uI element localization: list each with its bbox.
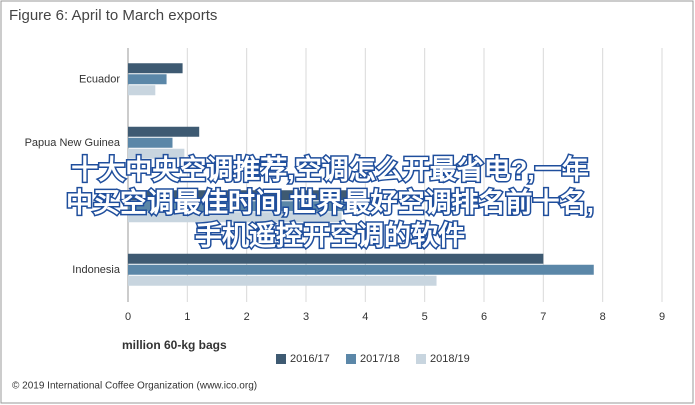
overlay-text: 中买空调最佳时间,世界最好空调排名前十名, xyxy=(66,187,594,218)
x-tick-label: 9 xyxy=(659,311,665,323)
y-tick-label: Ecuador xyxy=(79,74,120,86)
legend-label: 2016/17 xyxy=(290,353,330,365)
bar xyxy=(128,74,167,85)
overlay-text: 手机遥控开空调的软件 xyxy=(195,220,465,251)
overlay-text: 十大中央空调推荐,空调怎么开最省电?,一年 xyxy=(71,154,589,185)
y-tick-label: Indonesia xyxy=(72,264,121,276)
x-tick-label: 0 xyxy=(125,311,131,323)
bar xyxy=(128,190,366,201)
legend-swatch xyxy=(346,354,356,364)
x-tick-label: 2 xyxy=(244,311,250,323)
legend-swatch xyxy=(416,354,426,364)
bar xyxy=(128,212,342,223)
legend-label: 2018/19 xyxy=(430,353,470,365)
chart-title: Figure 6: April to March exports xyxy=(9,7,217,24)
y-tick-label: Papua New Guinea xyxy=(25,137,121,149)
x-tick-label: 8 xyxy=(600,311,606,323)
legend-label: 2017/18 xyxy=(360,353,400,365)
x-tick-label: 3 xyxy=(303,311,309,323)
bar xyxy=(128,264,594,275)
x-tick-label: 6 xyxy=(481,311,487,323)
bar xyxy=(128,275,437,286)
bar xyxy=(128,148,185,159)
x-tick-label: 5 xyxy=(422,311,428,323)
x-axis-label: million 60-kg bags xyxy=(122,338,227,352)
x-tick-label: 4 xyxy=(362,311,368,323)
bar xyxy=(128,201,354,212)
legend-swatch xyxy=(276,354,286,364)
source: © 2019 International Coffee Organization… xyxy=(12,381,257,392)
x-tick-label: 1 xyxy=(184,311,190,323)
x-tick-label: 7 xyxy=(540,311,546,323)
bar xyxy=(128,137,173,148)
bar xyxy=(128,253,544,264)
bar xyxy=(128,85,156,96)
bar xyxy=(128,63,183,74)
bar xyxy=(128,126,200,137)
